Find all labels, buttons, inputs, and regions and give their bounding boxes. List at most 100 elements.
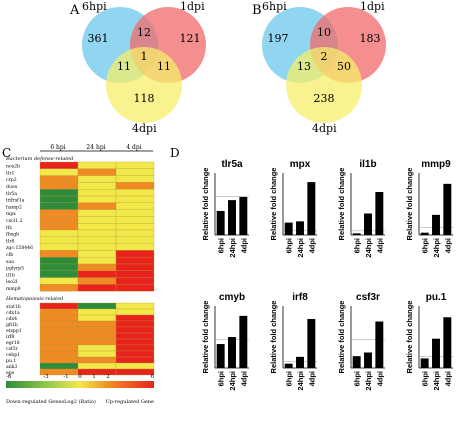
heatmap-s1-cell — [115, 243, 155, 251]
venn-a: A 6hpi 1dpi 4dpi 361 121 118 12 11 11 1 — [69, 0, 206, 135]
panel-letter-b: B — [252, 3, 262, 18]
heatmap-s1-cell — [115, 284, 155, 292]
heatmap-s1-gene-label: il1b — [6, 272, 15, 278]
venn-b-label-3: 4dpi — [312, 122, 337, 135]
heatmap-s1-gene-label: nos2b — [6, 164, 20, 170]
chart-x-tick-label: 6hpi — [285, 371, 294, 386]
venn-b-region-ab: 10 — [317, 26, 331, 39]
heatmap-s2-cell — [115, 308, 155, 316]
heatmap-s1-cell — [77, 168, 117, 176]
heatmap-s2-cell — [77, 338, 117, 346]
venn-a-label-2: 1dpi — [180, 0, 205, 13]
chart-title: mmp9 — [421, 159, 451, 170]
chart-bar — [432, 214, 440, 235]
heatmap-s2-cell — [39, 344, 79, 352]
color-scale-bar — [6, 381, 154, 388]
color-scale-tick: 6 — [151, 374, 155, 380]
heatmap-s1-gene-label: duox — [6, 184, 18, 190]
heatmap-s2-cell — [39, 332, 79, 340]
heatmap-s2-cell — [77, 302, 117, 310]
heatmap-s2-cell — [115, 314, 155, 322]
chart-bar — [228, 337, 236, 368]
heatmap-s1-cell — [39, 216, 79, 224]
heatmap-s2-cell — [77, 314, 117, 322]
heatmap-s2-cell — [115, 344, 155, 352]
heatmap-s2-cell — [39, 362, 79, 370]
chart-bar — [443, 317, 452, 368]
chart-bar — [216, 344, 225, 368]
chart-title: pu.1 — [426, 292, 447, 303]
venn-a-region-bc: 11 — [157, 60, 171, 73]
chart-bar — [296, 356, 304, 368]
chart-x-tick-label: 24hpi — [228, 371, 237, 391]
heatmap-col-label-2: 24 hpi — [86, 144, 105, 151]
chart-x-tick-label: 24hpi — [364, 371, 373, 391]
chart-bar — [420, 358, 429, 368]
venn-b-set-3 — [286, 47, 362, 123]
heatmap-s1-cell — [77, 202, 117, 210]
chart-x-tick-label: 4dpi — [443, 371, 452, 386]
heatmap-section1-title: Bacterium defense-related — [5, 156, 73, 162]
heatmap-s1-cell — [77, 216, 117, 224]
chart-x-tick-label: 6hpi — [285, 238, 294, 253]
chart-title: tlr5a — [221, 159, 243, 170]
chart-x-tick-label: 24hpi — [296, 371, 305, 391]
heatmap-panel: C 6 hpi 24 hpi 4 dpi Bacterium defense-r… — [2, 144, 155, 405]
chart-ylabel: Relative fold change — [337, 301, 346, 374]
chart-bar — [228, 200, 236, 235]
chart-bar — [284, 363, 293, 368]
chart-bar — [432, 338, 440, 368]
venn-b-region-bc: 50 — [337, 60, 351, 73]
color-scale-tick: -6 — [6, 374, 12, 380]
color-scale-ticks: -6 -3 -1 0 1 2 6 — [6, 374, 155, 380]
venn-a-region-a: 361 — [88, 32, 109, 45]
venn-a-label-1: 6hpi — [82, 0, 107, 13]
heatmap-s1-cell — [39, 243, 79, 251]
heatmap-s1-cell — [77, 223, 117, 231]
heatmap-s2-cell — [39, 314, 79, 322]
chart-ylabel: Relative fold change — [405, 301, 414, 374]
heatmap-s1-cell — [77, 243, 117, 251]
chart-bar — [420, 232, 429, 235]
heatmap-s2-cell — [77, 326, 117, 334]
heatmap-s1-gene-label: mpx — [6, 212, 16, 217]
venn-a-region-c: 118 — [134, 92, 155, 105]
bar-chart-csf3r: csf3r Relative fold change 6hpi 24hpi 4dpi — [337, 292, 385, 391]
chart-x-tick-label: 6hpi — [421, 238, 430, 253]
heatmap-s1-gene-label: leo2l — [6, 279, 18, 285]
heatmap-s2-cell — [77, 362, 117, 370]
panel-letter-d: D — [170, 146, 180, 160]
chart-title: mpx — [290, 159, 311, 170]
heatmap-s2-gene-label: irf8 — [6, 334, 14, 340]
chart-ylabel: Relative fold change — [201, 168, 210, 241]
heatmap-s1-cell — [39, 284, 79, 292]
chart-x-tick-label: 24hpi — [432, 371, 441, 391]
heatmap-s1-gene-label: fbxgb — [6, 232, 19, 238]
heatmap-s1-cell — [77, 250, 117, 258]
heatmap-s1-cell — [77, 195, 117, 203]
heatmap-s2-cell — [39, 338, 79, 346]
heatmap-s1-cell — [39, 270, 79, 278]
chart-bar — [352, 356, 361, 368]
chart-bar — [364, 352, 372, 368]
heatmap-s2-gene-label: cdx4 — [6, 316, 17, 322]
venn-a-label-3: 4dpi — [132, 122, 157, 135]
heatmap-s1-gene-label: tlr8 — [6, 238, 15, 244]
venn-a-region-abc: 1 — [141, 50, 148, 63]
chart-x-tick-label: 24hpi — [364, 238, 373, 258]
heatmap-s1-gene-label: cfb — [6, 252, 13, 258]
heatmap-s1-gene-label: crp2 — [6, 177, 17, 183]
heatmap-s1-gene-label: tlr1 — [6, 170, 15, 176]
heatmap-s2-cell — [77, 308, 117, 316]
color-scale-tick: 0 — [78, 374, 82, 380]
heatmap-s2-cell — [77, 332, 117, 340]
bar-chart-mpx: mpx Relative fold change 6hpi 24hpi 4dpi — [269, 159, 317, 258]
heatmap-s1-cell — [77, 257, 117, 265]
chart-x-tick-label: 6hpi — [353, 371, 362, 386]
chart-bar — [239, 197, 248, 235]
heatmap-s1-cell — [39, 229, 79, 237]
heatmap-s1-cell — [115, 277, 155, 285]
heatmap-s2-cell — [39, 320, 79, 328]
chart-x-tick-label: 24hpi — [296, 238, 305, 258]
